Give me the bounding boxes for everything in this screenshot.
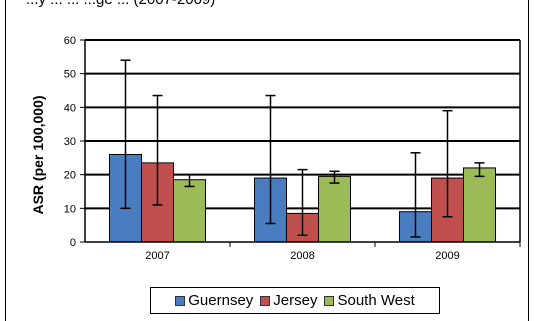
x-tick-label: 2008 <box>290 250 314 262</box>
legend-label: Guernsey <box>188 292 254 309</box>
legend-item: Guernsey <box>175 292 253 309</box>
y-tick-label: 60 <box>64 35 76 47</box>
x-tick-label: 2007 <box>145 250 169 262</box>
legend: Guernsey Jersey South West <box>150 287 440 314</box>
chart-frame <box>5 0 529 321</box>
legend-item: Jersey <box>260 292 317 309</box>
legend-swatch <box>175 295 186 306</box>
y-axis-label: ASR (per 100,000) <box>30 95 46 214</box>
legend-swatch <box>324 295 335 306</box>
x-tick-label: 2009 <box>435 250 459 262</box>
legend-swatch <box>260 295 271 306</box>
y-tick-label: 20 <box>64 170 76 182</box>
y-tick-label: 30 <box>64 136 76 148</box>
legend-item: South West <box>324 292 415 309</box>
y-tick-label: 0 <box>70 237 76 249</box>
legend-label: Jersey <box>273 292 318 309</box>
y-tick-label: 10 <box>64 203 76 215</box>
bar <box>318 175 351 243</box>
chart-title: ...y ... ... ...ge ... (2007-2009) <box>0 0 534 8</box>
legend-label: South West <box>337 292 415 309</box>
y-tick-label: 50 <box>64 69 76 81</box>
y-tick-label: 40 <box>64 102 76 114</box>
bar <box>463 167 496 243</box>
bar <box>173 179 206 243</box>
